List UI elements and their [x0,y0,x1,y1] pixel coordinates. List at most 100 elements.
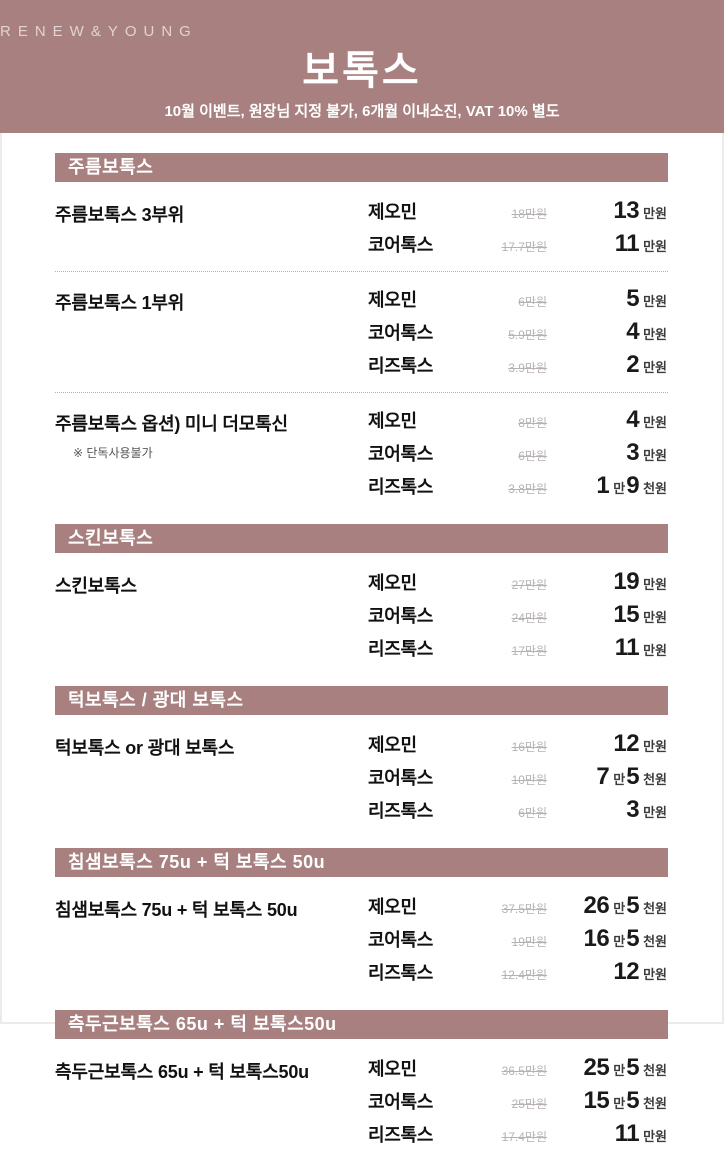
section-header: 주름보톡스 [55,153,668,182]
new-price: 11 만원 [556,634,668,662]
old-price: 16만원 [511,740,547,754]
price-row: 리즈톡스 3.8만원 1 만 9 천원 [368,472,668,501]
price-row: 코어톡스 19만원 16 만 5 천원 [368,925,668,954]
new-price: 15 만원 [556,601,668,629]
new-price: 12 만원 [556,958,668,986]
price-part: 5 [626,925,640,952]
item-row: 주름보톡스 3부위 제오민 18만원 13 만원 코어톡스 17.7만원 11 만원 [55,193,668,263]
price-part: 3 [626,796,640,823]
item-info: 침샘보톡스 75u + 턱 보톡스 50u [55,892,368,922]
section: 측두근보톡스 65u + 턱 보톡스50u 측두근보톡스 65u + 턱 보톡스5… [55,1010,668,1153]
price-part: 천원 [643,1063,667,1078]
section: 턱보톡스 / 광대 보톡스 턱보톡스 or 광대 보톡스 제오민 16만원 12 만원 코어… [55,686,668,829]
new-price: 2 만원 [556,351,668,379]
brand-name: 리즈톡스 [368,356,434,376]
price-part: 11 [614,634,640,661]
price-part: 9 [626,472,640,499]
price-row: 리즈톡스 6만원 3 만원 [368,796,668,825]
price-part: 만원 [643,327,667,342]
brand-name: 코어톡스 [368,606,434,626]
price-row: 제오민 16만원 12 만원 [368,730,668,759]
price-part: 만 [613,934,626,949]
price-part: 천원 [643,901,667,916]
price-part: 13 [613,197,640,224]
new-price: 11 만원 [556,1120,668,1148]
old-price: 6만원 [518,295,547,309]
item-info: 주름보톡스 3부위 [55,197,368,227]
brand-name: 코어톡스 [368,235,434,255]
item-info: 스킨보톡스 [55,568,368,598]
old-price: 10만원 [511,773,547,787]
old-price: 8만원 [518,416,547,430]
price-row: 제오민 36.5만원 25 만 5 천원 [368,1054,668,1083]
new-price: 4 만원 [556,318,668,346]
price-part: 12 [613,958,640,985]
new-price: 3 만원 [556,439,668,467]
new-price: 11 만원 [556,230,668,258]
brand-name: 리즈톡스 [368,1125,434,1145]
price-part: 5 [626,892,640,919]
price-part: 만원 [643,239,667,254]
item-row: 스킨보톡스 제오민 27만원 19 만원 코어톡스 24만원 15 만원 리즈톡스 17만원 11 만원 [55,564,668,667]
item-name: 측두근보톡스 65u + 턱 보톡스50u [55,1062,309,1082]
price-row: 코어톡스 10만원 7 만 5 천원 [368,763,668,792]
section-header: 침샘보톡스 75u + 턱 보톡스 50u [55,848,668,877]
new-price: 12 만원 [556,730,668,758]
price-list: 제오민 6만원 5 만원 코어톡스 5.9만원 4 만원 리즈톡스 3.9만원 2 만원 [368,285,668,384]
event-subtitle: 10월 이벤트, 원장님 지정 불가, 6개월 이내소진, VAT 10% 별도 [164,103,560,120]
price-part: 15 [613,601,640,628]
item-name: 주름보톡스 1부위 [55,293,185,313]
item-row: 침샘보톡스 75u + 턱 보톡스 50u 제오민 37.5만원 26 만 5 천원 코어톡스… [55,888,668,991]
price-part: 5 [626,1054,640,1081]
brand-name: 코어톡스 [368,930,434,950]
item-row: 턱보톡스 or 광대 보톡스 제오민 16만원 12 만원 코어톡스 10만원 7 만 5 천원 리즈… [55,726,668,829]
price-part: 11 [614,230,640,257]
price-part: 천원 [643,772,667,787]
old-price: 18만원 [511,207,547,221]
price-row: 리즈톡스 17.4만원 11 만원 [368,1120,668,1149]
price-part: 만원 [643,448,667,463]
price-row: 코어톡스 17.7만원 11 만원 [368,230,668,259]
section-header: 스킨보톡스 [55,524,668,553]
brand-name: 코어톡스 [368,444,434,464]
price-part: 만원 [643,360,667,375]
brand-name: 리즈톡스 [368,477,434,497]
old-price: 37.5만원 [501,902,547,916]
price-part: 1 [596,472,610,499]
section: 주름보톡스 주름보톡스 3부위 제오민 18만원 13 만원 코어톡스 17.7만원 11 만원 주… [55,153,668,505]
item-row: 주름보톡스 1부위 제오민 6만원 5 만원 코어톡스 5.9만원 4 만원 리즈톡스 3.9만원 2… [55,281,668,384]
brand-name: 코어톡스 [368,1092,434,1112]
brand-name: 리즈톡스 [368,639,434,659]
dotted-divider [55,271,668,272]
section: 침샘보톡스 75u + 턱 보톡스 50u 침샘보톡스 75u + 턱 보톡스 5… [55,848,668,991]
price-row: 코어톡스 25만원 15 만 5 천원 [368,1087,668,1116]
price-row: 제오민 27만원 19 만원 [368,568,668,597]
price-row: 리즈톡스 17만원 11 만원 [368,634,668,663]
brand-name: 리즈톡스 [368,963,434,983]
price-part: 4 [626,406,640,433]
item-name: 주름보톡스 옵션) 미니 더모톡신 [55,414,288,434]
price-part: 5 [626,285,640,312]
price-part: 만원 [643,294,667,309]
old-price: 19만원 [511,935,547,949]
new-price: 1 만 9 천원 [556,472,668,500]
old-price: 3.9만원 [508,361,547,375]
price-sections: 주름보톡스 주름보톡스 3부위 제오민 18만원 13 만원 코어톡스 17.7만원 11 만원 주… [0,133,724,1153]
item-name: 스킨보톡스 [55,576,137,596]
old-price: 25만원 [511,1097,547,1111]
price-part: 만원 [643,643,667,658]
item-name: 턱보톡스 or 광대 보톡스 [55,738,235,758]
new-price: 15 만 5 천원 [556,1087,668,1115]
new-price: 25 만 5 천원 [556,1054,668,1082]
price-list: 제오민 8만원 4 만원 코어톡스 6만원 3 만원 리즈톡스 3.8만원 1 만 9 천원 [368,406,668,505]
price-row: 제오민 6만원 5 만원 [368,285,668,314]
price-part: 11 [614,1120,640,1147]
price-part: 만원 [643,967,667,982]
old-price: 27만원 [511,578,547,592]
new-price: 13 만원 [556,197,668,225]
price-part: 4 [626,318,640,345]
price-part: 만원 [643,739,667,754]
old-price: 6만원 [518,449,547,463]
